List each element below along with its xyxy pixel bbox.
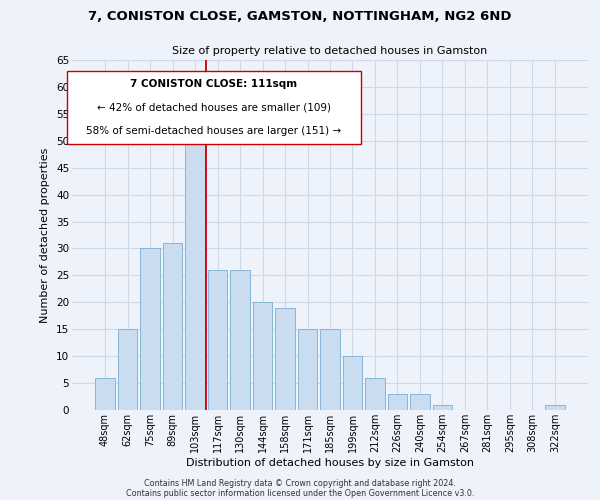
FancyBboxPatch shape xyxy=(67,70,361,144)
Bar xyxy=(433,404,452,410)
Bar xyxy=(140,248,160,410)
Text: ← 42% of detached houses are smaller (109): ← 42% of detached houses are smaller (10… xyxy=(97,102,331,113)
Bar xyxy=(253,302,272,410)
Bar xyxy=(365,378,385,410)
Bar xyxy=(95,378,115,410)
Text: 7, CONISTON CLOSE, GAMSTON, NOTTINGHAM, NG2 6ND: 7, CONISTON CLOSE, GAMSTON, NOTTINGHAM, … xyxy=(88,10,512,23)
Bar xyxy=(298,329,317,410)
Text: 7 CONISTON CLOSE: 111sqm: 7 CONISTON CLOSE: 111sqm xyxy=(130,78,298,88)
Y-axis label: Number of detached properties: Number of detached properties xyxy=(40,148,50,322)
Bar xyxy=(208,270,227,410)
Bar xyxy=(185,136,205,410)
Bar xyxy=(230,270,250,410)
Bar xyxy=(410,394,430,410)
Text: Contains public sector information licensed under the Open Government Licence v3: Contains public sector information licen… xyxy=(126,488,474,498)
Text: Contains HM Land Registry data © Crown copyright and database right 2024.: Contains HM Land Registry data © Crown c… xyxy=(144,478,456,488)
Bar xyxy=(388,394,407,410)
Bar xyxy=(320,329,340,410)
Bar xyxy=(343,356,362,410)
X-axis label: Distribution of detached houses by size in Gamston: Distribution of detached houses by size … xyxy=(186,458,474,468)
Bar xyxy=(118,329,137,410)
Text: 58% of semi-detached houses are larger (151) →: 58% of semi-detached houses are larger (… xyxy=(86,126,341,136)
Bar xyxy=(275,308,295,410)
Bar xyxy=(545,404,565,410)
Title: Size of property relative to detached houses in Gamston: Size of property relative to detached ho… xyxy=(172,46,488,56)
Bar xyxy=(163,243,182,410)
